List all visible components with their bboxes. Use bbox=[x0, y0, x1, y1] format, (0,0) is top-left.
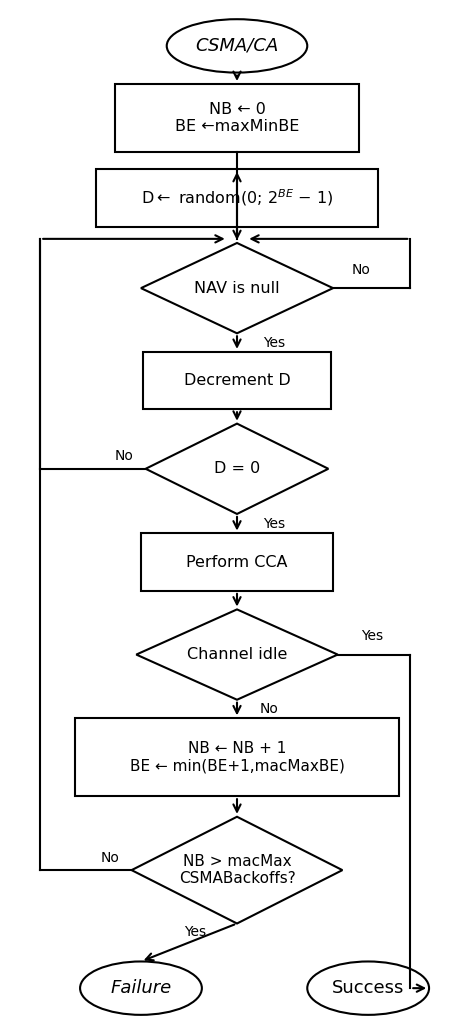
Text: No: No bbox=[259, 702, 278, 716]
Text: D$\leftarrow$ random(0; 2$^{BE}$ $-$ 1): D$\leftarrow$ random(0; 2$^{BE}$ $-$ 1) bbox=[141, 188, 333, 208]
Text: Yes: Yes bbox=[263, 517, 285, 530]
Text: Yes: Yes bbox=[263, 335, 285, 350]
Text: Success: Success bbox=[332, 979, 404, 997]
Text: CSMA/CA: CSMA/CA bbox=[195, 37, 279, 55]
Text: D = 0: D = 0 bbox=[214, 461, 260, 477]
Text: Yes: Yes bbox=[184, 926, 207, 939]
Bar bbox=[115, 84, 359, 152]
Text: Decrement D: Decrement D bbox=[183, 373, 291, 388]
Text: Channel idle: Channel idle bbox=[187, 647, 287, 663]
Text: Perform CCA: Perform CCA bbox=[186, 554, 288, 570]
Text: No: No bbox=[101, 850, 120, 865]
Bar bbox=[141, 534, 333, 591]
Bar bbox=[75, 718, 399, 797]
Text: Yes: Yes bbox=[361, 630, 383, 643]
Text: No: No bbox=[352, 263, 371, 277]
Text: NAV is null: NAV is null bbox=[194, 281, 280, 295]
Text: No: No bbox=[115, 450, 134, 463]
Text: NB ← NB + 1
BE ← min(BE+1,macMaxBE): NB ← NB + 1 BE ← min(BE+1,macMaxBE) bbox=[129, 741, 345, 773]
Bar bbox=[97, 169, 377, 227]
Text: NB ← 0
BE ←maxMinBE: NB ← 0 BE ←maxMinBE bbox=[175, 101, 299, 134]
Text: Failure: Failure bbox=[110, 979, 172, 997]
Bar bbox=[143, 352, 331, 410]
Text: NB > macMax
CSMABackoffs?: NB > macMax CSMABackoffs? bbox=[179, 853, 295, 886]
